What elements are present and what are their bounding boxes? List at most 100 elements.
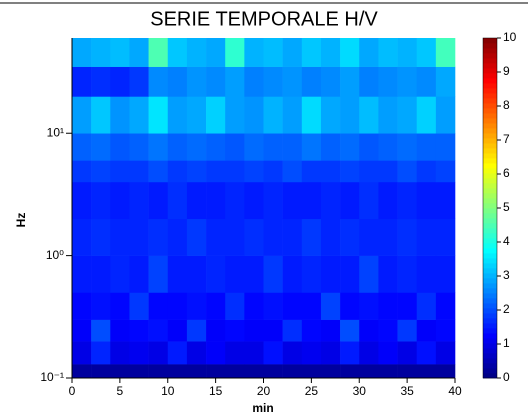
heatmap-cell [244,96,264,134]
heatmap-cell [110,319,130,342]
colorbar-swatch [483,333,497,339]
heatmap-cell [359,181,379,220]
heatmap-cell [340,181,360,220]
heatmap-cell [129,38,149,67]
heatmap-cell [340,66,360,97]
heatmap-cell [282,364,303,379]
heatmap-cell [397,319,417,342]
heatmap-cell [148,96,169,134]
heatmap-cell [320,292,341,320]
heatmap-cell [72,218,92,256]
colorbar-swatch [483,203,497,209]
heatmap-cell [320,341,341,365]
colorbar-tick-label: 10 [503,30,517,44]
heatmap-cell [320,96,341,134]
heatmap-cell [340,160,360,183]
heatmap-cell [186,96,207,134]
heatmap-cell [378,66,398,97]
heatmap-cell [129,96,149,134]
heatmap-cell [378,96,398,134]
heatmap-cell [359,364,379,379]
heatmap-cell [359,160,379,183]
heatmap-cell [301,66,322,97]
y-tick-label: 10⁻¹ [40,370,64,384]
heatmap-cell [282,319,303,342]
heatmap-cell [225,160,245,183]
heatmap-cell [72,160,92,183]
heatmap-cell [91,218,111,256]
heatmap-cell [206,218,226,256]
heatmap-cell [186,319,207,342]
heatmap-cell [359,292,379,320]
heatmap-cell [282,133,303,161]
heatmap-cell [186,38,207,67]
heatmap-cell [110,66,130,97]
heatmap-cell [167,38,188,67]
heatmap-cell [148,341,169,365]
colorbar-swatch [483,373,497,379]
colorbar-swatch [483,278,497,284]
heatmap-cell [263,38,283,67]
heatmap-cell [186,292,207,320]
heatmap-cell [225,292,245,320]
colorbar-swatch [483,58,497,64]
heatmap-cell [340,218,360,256]
heatmap-cell [263,66,283,97]
heatmap-cell [263,255,283,293]
heatmap-cell [340,292,360,320]
heatmap-cell [225,319,245,342]
colorbar-swatch [483,238,497,244]
heatmap-cell [378,181,398,220]
heatmap-cell [435,66,456,97]
heatmap-cell [167,133,188,161]
heatmap-cell [186,218,207,256]
heatmap-cell [320,38,341,67]
colorbar-tick-label: 1 [503,336,510,350]
heatmap-cell [167,292,188,320]
colorbar-swatch [483,233,497,239]
heatmap-cell [129,319,149,342]
heatmap-cell [148,255,169,293]
heatmap-cell [110,341,130,365]
heatmap-cell [282,255,303,293]
heatmap-cell [244,38,264,67]
heatmap-cell [263,319,283,342]
heatmap-cell [301,341,322,365]
heatmap-cell [301,96,322,134]
heatmap-cell [206,255,226,293]
heatmap-cell [435,38,456,67]
heatmap-cell [416,218,437,256]
colorbar-swatch [483,113,497,119]
heatmap-cell [244,181,264,220]
x-tick-label: 20 [257,384,271,398]
heatmap-cell [397,364,417,379]
heatmap-cell [301,181,322,220]
heatmap-cell [244,364,264,379]
heatmap-cell [225,364,245,379]
heatmap-cell [263,364,283,379]
heatmap-cell [263,341,283,365]
heatmap-cell [282,160,303,183]
heatmap-cell [225,96,245,134]
colorbar-swatch [483,298,497,304]
colorbar-swatch [483,313,497,319]
heatmap-cell [301,38,322,67]
heatmap-cell [435,181,456,220]
heatmap-cell [148,181,169,220]
chart-title: SERIE TEMPORALE H/V [150,8,378,30]
heatmap-cell [263,96,283,134]
heatmap-cell [206,38,226,67]
heatmap-cell [110,364,130,379]
colorbar-swatch [483,318,497,324]
heatmap-cell [378,364,398,379]
heatmap-cell [282,292,303,320]
heatmap-cell [225,181,245,220]
heatmap-cell [225,341,245,365]
colorbar-swatch [483,153,497,159]
heatmap-cell [129,181,149,220]
heatmap-cell [320,255,341,293]
colorbar-swatch [483,293,497,299]
heatmap-cell [416,66,437,97]
colorbar-swatch [483,163,497,169]
